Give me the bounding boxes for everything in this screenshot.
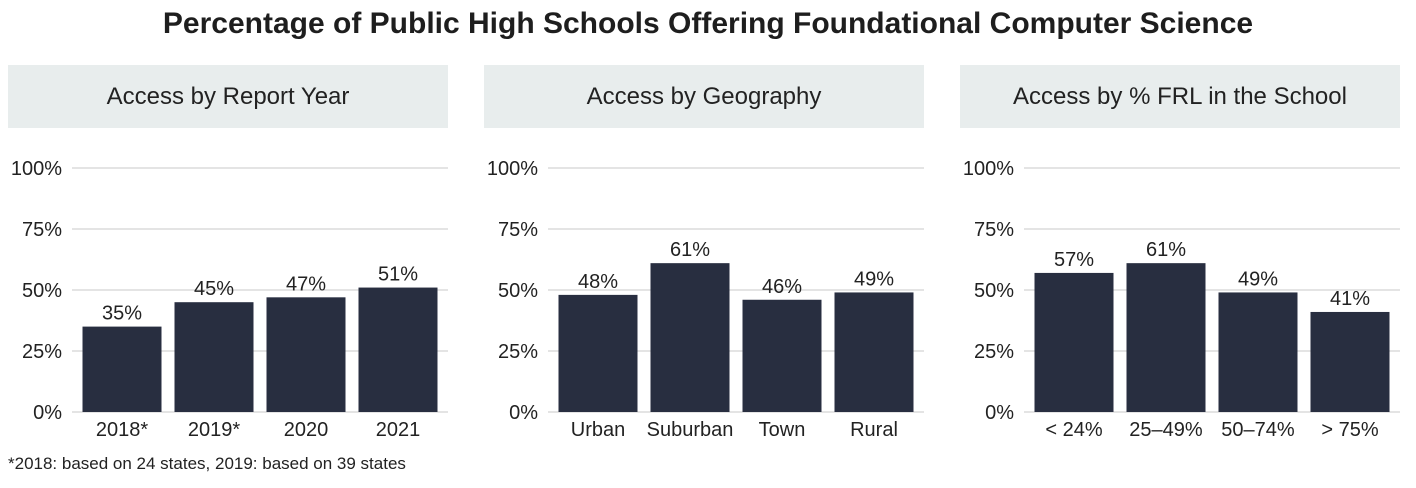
x-tick-label: 2021: [376, 419, 421, 441]
y-tick-label: 25%: [22, 341, 62, 363]
data-label: 49%: [1238, 268, 1278, 290]
x-tick-label: < 24%: [1045, 419, 1102, 441]
x-tick-label: Urban: [571, 419, 625, 441]
x-tick-label: Rural: [850, 419, 898, 441]
panel-report-year: Access by Report Year 0% 25% 50% 75% 100% 35%…: [8, 65, 448, 445]
x-tick-label: > 75%: [1321, 419, 1378, 441]
x-tick-label: 2018*: [96, 419, 148, 441]
x-tick-label: 2019*: [188, 419, 240, 441]
y-tick-label: 75%: [22, 219, 62, 241]
panel-header-report-year: Access by Report Year: [8, 65, 448, 128]
bar: [1218, 292, 1298, 412]
panel-header-frl: Access by % FRL in the School: [960, 65, 1400, 128]
panel-frl: Access by % FRL in the School 0% 25% 50% 75…: [960, 65, 1400, 445]
chart-title: Percentage of Public High Schools Offeri…: [162, 7, 1254, 40]
y-tick-label: 50%: [974, 280, 1014, 302]
data-label: 45%: [194, 278, 234, 300]
data-label: 61%: [1146, 239, 1186, 261]
bar: [650, 263, 730, 412]
y-tick-label: 25%: [974, 341, 1014, 363]
x-tick-label: 50–74%: [1221, 419, 1295, 441]
data-label: 41%: [1330, 288, 1370, 310]
data-label: 61%: [670, 239, 710, 261]
bar: [174, 302, 254, 412]
bar: [558, 294, 638, 412]
bar: [742, 299, 822, 412]
x-tick-label: 25–49%: [1129, 419, 1203, 441]
y-tick-label: 0%: [509, 402, 538, 424]
bar: [266, 297, 346, 412]
bar: [834, 292, 914, 412]
data-label: 35%: [102, 303, 142, 325]
data-label: 57%: [1054, 249, 1094, 271]
x-tick-label: Town: [759, 419, 806, 441]
y-tick-label: 75%: [974, 219, 1014, 241]
bar: [358, 287, 438, 412]
data-label: 48%: [578, 271, 618, 293]
panel-geography: Access by Geography 0% 25% 50% 75% 100% 48% Ur…: [484, 65, 924, 445]
data-label: 49%: [854, 268, 894, 290]
y-tick-label: 100%: [963, 158, 1014, 180]
bar-chart-geography: 0% 25% 50% 75% 100% 48% Urban 61% Suburban 46% Tow…: [487, 158, 924, 441]
footnote: *2018: based on 24 states, 2019: based o…: [8, 454, 406, 473]
bar: [82, 326, 162, 412]
y-tick-label: 25%: [498, 341, 538, 363]
x-tick-label: 2020: [284, 419, 329, 441]
y-tick-label: 75%: [498, 219, 538, 241]
x-tick-label: Suburban: [647, 419, 734, 441]
y-tick-label: 0%: [33, 402, 62, 424]
y-tick-label: 100%: [11, 158, 62, 180]
bar-chart-report-year: 0% 25% 50% 75% 100% 35% 2018* 45% 2019* 47% 2020 51…: [11, 158, 448, 441]
data-label: 47%: [286, 273, 326, 295]
y-tick-label: 50%: [498, 280, 538, 302]
bar: [1126, 263, 1206, 412]
y-tick-label: 50%: [22, 280, 62, 302]
bar-chart-frl: 0% 25% 50% 75% 100% 57% < 24% 61% 25–49% 49% 50–74…: [963, 158, 1400, 441]
panel-header-geography: Access by Geography: [484, 65, 924, 128]
y-tick-label: 0%: [985, 402, 1014, 424]
bar: [1310, 311, 1390, 412]
y-tick-label: 100%: [487, 158, 538, 180]
bar: [1034, 272, 1114, 412]
data-label: 51%: [378, 264, 418, 286]
data-label: 46%: [762, 276, 802, 298]
